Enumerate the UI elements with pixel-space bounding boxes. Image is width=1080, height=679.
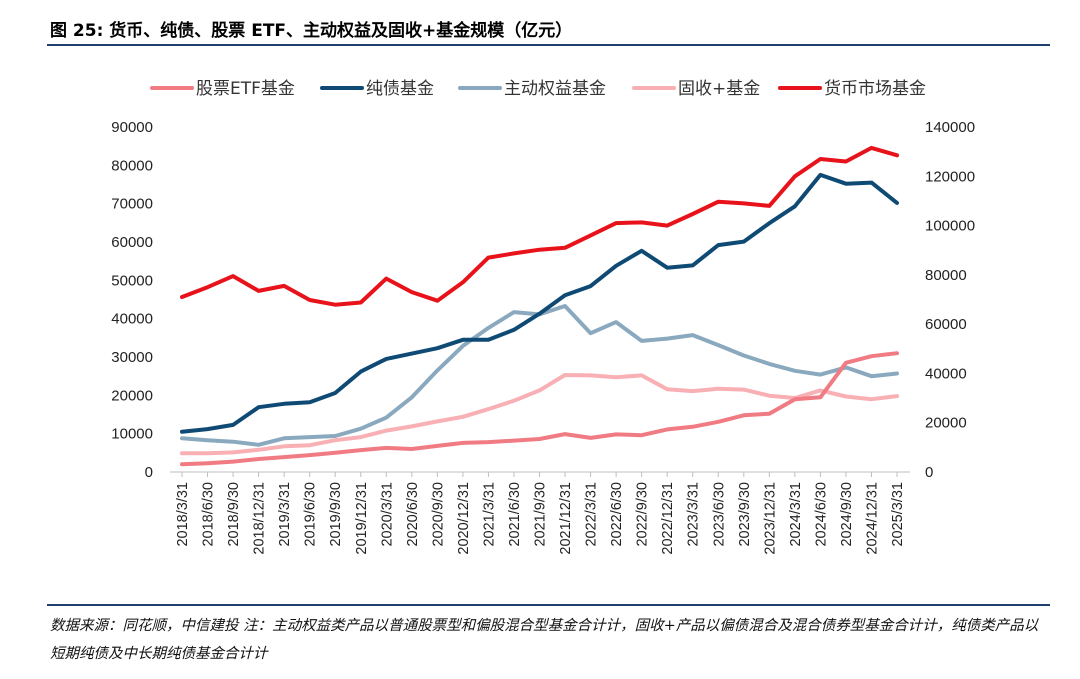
x-tick-label: 2022/12/31 [660,482,676,555]
figure-title: 图 25: 货币、纯债、股票 ETF、主动权益及固收+基金规模（亿元） [50,21,573,41]
x-tick-label: 2023/12/31 [762,482,778,555]
x-tick-label: 2024/3/31 [788,482,804,547]
y-left-tick-label: 80000 [111,157,153,174]
y-left-tick-label: 20000 [111,387,153,404]
x-tick-label: 2018/9/30 [226,482,242,547]
legend-label: 股票ETF基金 [196,79,295,99]
x-tick-label: 2021/12/31 [558,482,574,555]
x-tick-label: 2025/3/31 [890,482,906,547]
y-left-tick-label: 30000 [111,349,153,366]
x-tick-label: 2019/9/30 [328,482,344,547]
y-right-tick-label: 120000 [925,168,975,185]
y-left-tick-label: 60000 [111,234,153,251]
series-line [180,145,899,307]
y-left-tick-label: 90000 [111,119,153,136]
chart-series [180,145,899,467]
x-tick-label: 2020/9/30 [430,482,446,547]
title-rule [47,44,1050,46]
x-tick-label: 2019/3/31 [277,482,293,547]
x-tick-label: 2022/3/31 [584,482,600,547]
series-line [180,373,899,456]
x-tick-label: 2019/12/31 [354,482,370,555]
y-right-tick-label: 60000 [925,316,967,333]
x-tick-label: 2018/6/30 [201,482,217,547]
y-right-tick-label: 80000 [925,267,967,284]
line-chart: 股票ETF基金 纯债基金 主动权益基金 固收+基金 货币市场基金 2018/3/31 20… [111,79,975,555]
x-tick-label: 2024/6/30 [813,482,829,547]
x-tick-label: 2020/12/31 [456,482,472,555]
x-tick-label: 2022/6/30 [609,482,625,547]
y-right-tick-label: 0 [925,464,933,481]
y-left-tick-label: 70000 [111,196,153,213]
x-tick-label: 2023/3/31 [686,482,702,547]
y-right-tick-label: 20000 [925,415,967,432]
x-tick-label: 2022/9/30 [635,482,651,547]
y-left-tick-label: 50000 [111,272,153,289]
y-left-tick-label: 40000 [111,311,153,328]
series-line [180,304,899,447]
x-tick-label: 2023/9/30 [737,482,753,547]
chart-legend: 股票ETF基金 纯债基金 主动权益基金 固收+基金 货币市场基金 [150,79,926,99]
legend-label: 货币市场基金 [824,79,926,99]
legend-label: 固收+基金 [678,79,760,99]
x-tick-label: 2020/6/30 [405,482,421,547]
x-tick-label: 2020/3/31 [379,482,395,547]
x-tick-label: 2024/12/31 [864,482,880,555]
chart-axes: 2018/3/31 2018/6/30 2018/9/30 2018/12/31 201… [111,119,975,555]
y-left-tick-label: 0 [145,464,153,481]
y-left-tick-label: 10000 [111,426,153,443]
source-note: 数据来源：同花顺，中信建投 注：主动权益类产品以普通股票型和偏股混合型基金合计计… [50,618,1039,662]
x-tick-label: 2021/3/31 [481,482,497,547]
x-tick-label: 2024/9/30 [839,482,855,547]
note-rule [47,604,1050,606]
y-right-tick-label: 140000 [925,119,975,136]
y-right-tick-label: 40000 [925,365,967,382]
legend-label: 主动权益基金 [504,79,606,99]
series-line [180,172,899,434]
y-right-tick-label: 100000 [925,218,975,235]
x-tick-label: 2018/12/31 [252,482,268,555]
legend-label: 纯债基金 [366,79,434,99]
x-tick-label: 2018/3/31 [175,482,191,547]
x-tick-label: 2021/9/30 [533,482,549,547]
x-tick-label: 2023/6/30 [711,482,727,547]
series-line [180,351,899,467]
x-tick-label: 2021/6/30 [507,482,523,547]
x-tick-label: 2019/6/30 [303,482,319,547]
